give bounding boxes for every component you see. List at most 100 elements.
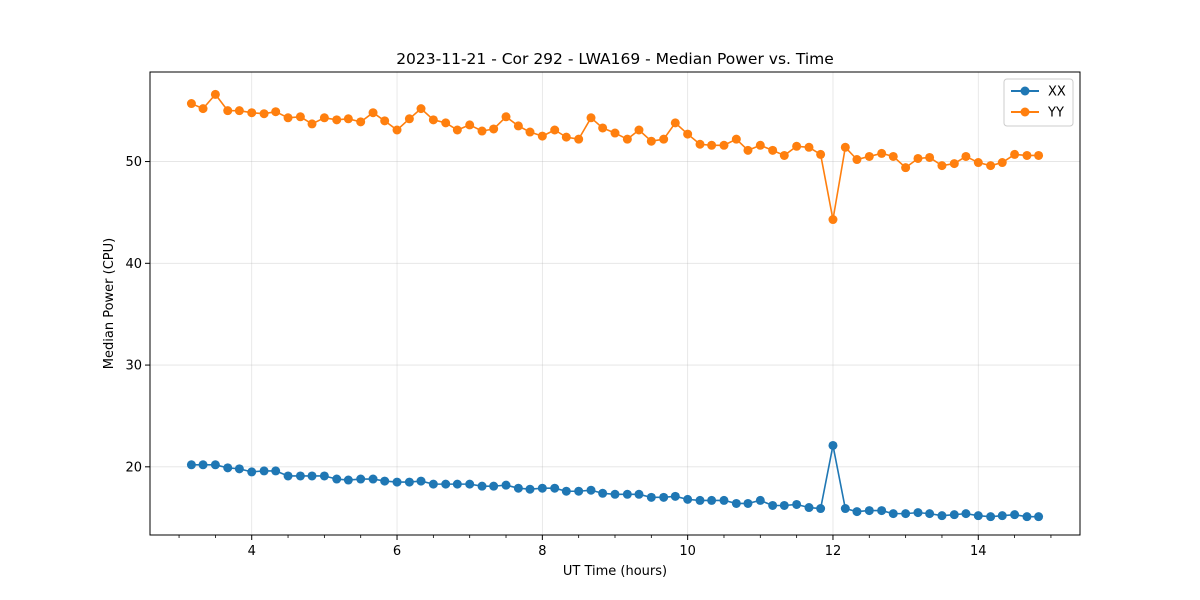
series-xx-point [973, 511, 983, 521]
x-tick-label: 6 [393, 544, 401, 559]
series-yy-point [804, 142, 814, 152]
y-axis-label: Median Power (CPU) [102, 238, 117, 369]
series-xx-point [610, 489, 620, 499]
series-yy-point [343, 114, 353, 124]
series-yy-point [574, 134, 584, 144]
series-yy-point [913, 153, 923, 163]
series-yy-point [888, 151, 898, 161]
series-xx-point [670, 491, 680, 501]
series-yy-point [489, 124, 499, 134]
series-yy-point [659, 134, 669, 144]
series-yy-point [683, 129, 693, 139]
y-tick-label: 50 [125, 155, 142, 170]
series-xx-point [779, 500, 789, 510]
series-xx-point [441, 479, 451, 489]
series-xx-point [852, 507, 862, 517]
series-yy-point [634, 125, 644, 135]
series-xx-point [307, 471, 317, 481]
series-xx-point [416, 476, 426, 486]
series-xx-point [768, 500, 778, 510]
series-xx-point [804, 503, 814, 513]
series-xx-point [537, 483, 547, 493]
series-xx-point [319, 471, 329, 481]
series-yy-point [452, 125, 462, 135]
series-xx-point [731, 498, 741, 508]
series-yy-point [973, 158, 983, 168]
series-xx-point [186, 460, 196, 470]
series-yy-point [234, 106, 244, 116]
series-xx-point [622, 489, 632, 499]
series-yy-point [961, 151, 971, 161]
series-xx-point [452, 479, 462, 489]
series-yy-point [707, 140, 717, 150]
series-yy-point [755, 140, 765, 150]
series-xx-point [198, 460, 208, 470]
series-yy-point [598, 123, 608, 133]
series-yy-point [283, 113, 293, 123]
series-yy-point [997, 158, 1007, 168]
series-xx-point [283, 471, 293, 481]
y-tick-label: 40 [125, 257, 142, 272]
series-yy-point [307, 119, 317, 129]
series-yy-point [223, 106, 233, 116]
series-layer [186, 89, 1044, 522]
series-xx-point [792, 499, 802, 509]
x-tick-label: 4 [248, 544, 256, 559]
series-yy-point [731, 134, 741, 144]
series-yy-point [622, 134, 632, 144]
series-yy-point [477, 126, 487, 136]
series-yy-point [864, 151, 874, 161]
x-axis-label: UT Time (hours) [563, 564, 667, 579]
series-xx-point [465, 479, 475, 489]
series-xx-point [925, 509, 935, 519]
series-yy-point [695, 139, 705, 149]
series-yy-point [550, 125, 560, 135]
series-xx [186, 440, 1044, 522]
series-yy-point [586, 113, 596, 123]
legend-xx-marker [1020, 86, 1030, 96]
series-xx-point [695, 495, 705, 505]
series-yy-point [210, 89, 220, 99]
series-yy-point [1010, 149, 1020, 159]
series-xx-point [888, 509, 898, 519]
tick-labels: 4 6 8 10 12 14 20 30 40 50 [125, 155, 986, 559]
series-yy-point [501, 112, 511, 122]
x-tick-label: 10 [679, 544, 696, 559]
legend-xx-label: XX [1048, 85, 1066, 100]
series-xx-point [247, 467, 257, 477]
series-yy [186, 89, 1044, 225]
series-yy-point [937, 161, 947, 171]
x-tick-label: 14 [970, 544, 987, 559]
y-tick-label: 30 [125, 359, 142, 374]
x-tick-label: 8 [538, 544, 546, 559]
series-xx-point [828, 440, 838, 450]
series-xx-point [356, 474, 366, 484]
series-xx-point [901, 509, 911, 519]
series-yy-point [1034, 150, 1044, 160]
series-yy-point [428, 115, 438, 125]
series-xx-point [550, 483, 560, 493]
series-xx-point [380, 476, 390, 486]
series-xx-point [428, 479, 438, 489]
series-yy-point [332, 115, 342, 125]
series-xx-point [913, 508, 923, 518]
series-yy-point [525, 127, 535, 137]
series-xx-point [659, 492, 669, 502]
series-xx-point [997, 511, 1007, 521]
series-xx-point [877, 506, 887, 516]
series-yy-point [392, 125, 402, 135]
series-yy-point [986, 161, 996, 171]
series-xx-point [392, 477, 402, 487]
series-yy-point [247, 108, 257, 118]
series-yy-point [949, 159, 959, 169]
series-xx-point [743, 498, 753, 508]
series-xx-point [489, 481, 499, 491]
chart-title: 2023-11-21 - Cor 292 - LWA169 - Median P… [396, 50, 834, 68]
series-xx-point [683, 494, 693, 504]
series-yy-point [1022, 150, 1032, 160]
series-xx-point [210, 460, 220, 470]
series-xx-point [986, 512, 996, 522]
series-yy-point [356, 117, 366, 127]
legend-yy-label: YY [1047, 106, 1064, 121]
